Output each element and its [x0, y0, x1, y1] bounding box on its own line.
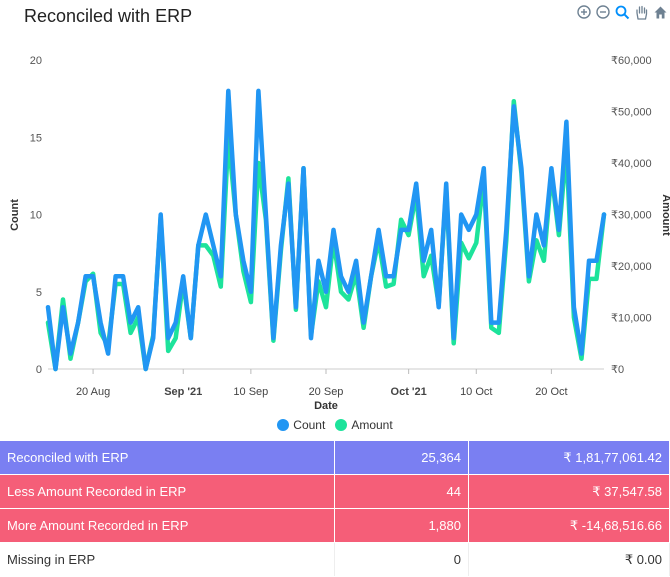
table-row[interactable]: Reconciled with ERP 25,364 ₹ 1,81,77,061… — [0, 441, 670, 475]
row-label: Less Amount Recorded in ERP — [0, 474, 335, 509]
row-amount: ₹ 37,547.58 — [468, 474, 670, 509]
row-count: 44 — [334, 474, 469, 509]
home-reset-icon[interactable] — [652, 4, 668, 20]
x-tick-label: Sep '21 — [164, 386, 202, 398]
pan-hand-icon[interactable] — [633, 4, 649, 20]
y2-tick-label: ₹0 — [611, 364, 624, 376]
series-line-count — [45, 88, 607, 372]
table-row[interactable]: More Amount Recorded in ERP 1,880 ₹ -14,… — [0, 508, 670, 543]
amount-legend-marker — [335, 419, 348, 431]
row-amount: ₹ -14,68,516.66 — [468, 508, 670, 543]
zoom-out-icon[interactable] — [595, 4, 611, 20]
row-count: 1,880 — [334, 508, 469, 543]
table-row[interactable]: Less Amount Recorded in ERP 44 ₹ 37,547.… — [0, 474, 670, 509]
count-legend-marker — [277, 419, 290, 431]
x-axis-title: Date — [314, 400, 338, 412]
x-tick-label: 10 Sep — [233, 386, 268, 398]
legend-item-amount[interactable]: Amount — [335, 418, 393, 432]
legend-label-amount: Amount — [351, 418, 393, 432]
row-label: Reconciled with ERP — [0, 441, 335, 475]
x-tick-label: 20 Aug — [76, 386, 110, 398]
y-tick-label: 15 — [30, 132, 42, 144]
y2-tick-label: ₹50,000 — [611, 107, 652, 119]
row-count: 0 — [334, 542, 469, 577]
x-tick-label: 20 Oct — [535, 386, 567, 398]
row-label: Missing in ERP — [0, 542, 335, 577]
y2-tick-label: ₹60,000 — [611, 55, 652, 67]
x-tick-label: 10 Oct — [460, 386, 492, 398]
legend-item-count[interactable]: Count — [277, 418, 325, 432]
row-amount: ₹ 1,81,77,061.42 — [468, 441, 670, 475]
row-count: 25,364 — [334, 441, 469, 475]
series-line-amount — [45, 98, 607, 372]
row-amount: ₹ 0.00 — [468, 542, 670, 577]
y-tick-label: 20 — [30, 55, 42, 67]
x-tick-label: 20 Sep — [309, 386, 344, 398]
y2-tick-label: ₹20,000 — [611, 261, 652, 273]
chart-legend: Count Amount — [0, 418, 670, 432]
y-tick-label: 10 — [30, 210, 42, 222]
chart-title: Reconciled with ERP — [24, 6, 193, 26]
y2-axis-title: Amount — [660, 194, 670, 236]
row-label: More Amount Recorded in ERP — [0, 508, 335, 543]
reconciliation-line-chart: 0 5 10 15 20 ₹0 ₹10,000 ₹20,000 ₹30,000 ₹40,000 ₹5… — [9, 55, 670, 412]
y-axis-title: Count — [9, 199, 21, 231]
table-row[interactable]: Missing in ERP 0 ₹ 0.00 — [0, 542, 670, 577]
y-tick-label: 5 — [36, 287, 42, 299]
y-tick-label: 0 — [36, 364, 42, 376]
legend-label-count: Count — [293, 418, 326, 432]
selection-zoom-icon[interactable] — [614, 4, 630, 20]
y2-tick-label: ₹40,000 — [611, 158, 652, 170]
reconciliation-summary-table: Reconciled with ERP 25,364 ₹ 1,81,77,061… — [0, 441, 670, 577]
y2-tick-label: ₹10,000 — [611, 313, 652, 325]
zoom-in-icon[interactable] — [576, 4, 592, 20]
x-tick-label: Oct '21 — [391, 386, 427, 398]
chart-toolbar — [576, 4, 668, 20]
y2-tick-label: ₹30,000 — [611, 210, 652, 222]
